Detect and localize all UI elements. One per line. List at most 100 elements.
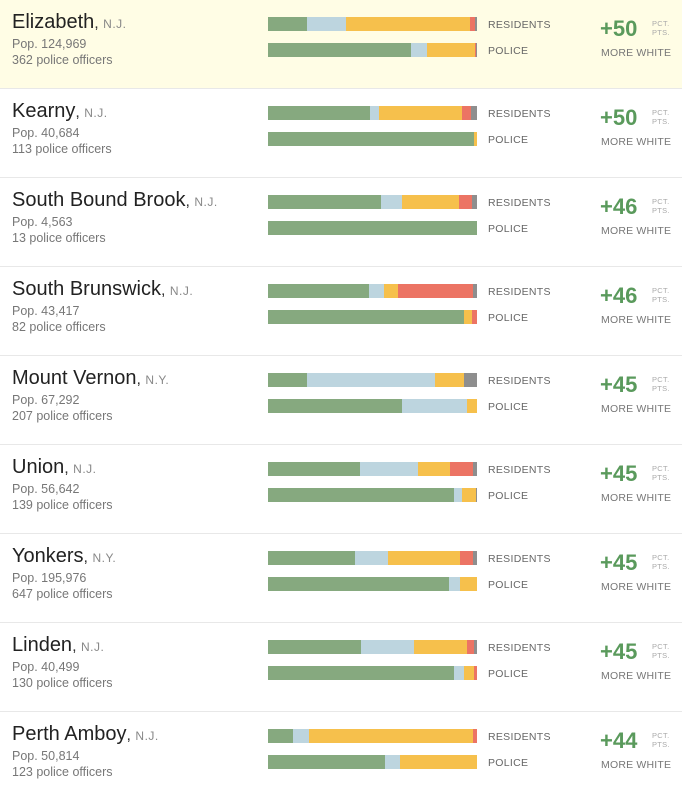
more-white-label: MORE WHITE (601, 136, 672, 148)
state-abbr: N.Y. (92, 551, 117, 565)
bar-segment-white (268, 17, 307, 31)
residents-bar (268, 284, 477, 298)
bar-segment-other (473, 640, 477, 654)
bar-segment-black (385, 755, 400, 769)
gap-value: +45 (600, 550, 638, 575)
bar-segment-black (411, 43, 427, 57)
police-bar (268, 310, 477, 324)
bar-segment-hispanic (462, 488, 476, 502)
pct-label: PCT. (652, 553, 670, 562)
more-white-label: MORE WHITE (601, 47, 672, 59)
bar-segment-asian (466, 640, 474, 654)
residents-bar (268, 462, 477, 476)
pct-label: PCT. (652, 731, 670, 740)
pts-label: PTS. (652, 295, 670, 304)
residents-label: RESIDENTS (488, 286, 551, 298)
state-abbr: N.J. (194, 195, 218, 209)
bar-segment-black (306, 17, 347, 31)
city-name: Union (12, 456, 65, 478)
city-row: Union, N.J. Pop. 56,642 139 police officer… (0, 445, 682, 534)
population-text: Pop. 4,563 (12, 215, 73, 229)
residents-bar (268, 640, 477, 654)
bar-segment-white (268, 43, 412, 57)
bar-segment-black (354, 551, 389, 565)
bar-segment-other (472, 462, 477, 476)
population-text: Pop. 40,499 (12, 660, 80, 674)
bar-segment-black (359, 462, 419, 476)
city-row: Elizabeth, N.J. Pop. 124,969 362 police of… (0, 0, 682, 89)
city-name: Kearny (12, 100, 76, 122)
city-name: Mount Vernon (12, 367, 137, 389)
more-white-label: MORE WHITE (601, 225, 672, 237)
bar-segment-hispanic (418, 462, 450, 476)
pct-pts-label: PCT. PTS. (652, 286, 670, 304)
residents-label: RESIDENTS (488, 553, 551, 565)
pct-label: PCT. (652, 464, 670, 473)
bar-segment-hispanic (383, 284, 398, 298)
bar-segment-black (370, 106, 379, 120)
bar-segment-black (454, 666, 465, 680)
police-label: POLICE (488, 134, 529, 146)
police-label: POLICE (488, 312, 529, 324)
gap-value: +45 (600, 372, 638, 397)
state-abbr: N.Y. (145, 373, 170, 387)
bar-segment-hispanic (466, 399, 477, 413)
police-bar (268, 399, 477, 413)
police-bar (268, 132, 477, 146)
bar-segment-other (464, 373, 477, 387)
residents-label: RESIDENTS (488, 19, 551, 31)
officer-count-text: 13 police officers (12, 231, 106, 245)
police-label: POLICE (488, 668, 529, 680)
police-label: POLICE (488, 757, 529, 769)
gap-value: +45 (600, 461, 638, 486)
pct-pts-label: PCT. PTS. (652, 108, 670, 126)
bar-segment-white (268, 373, 307, 387)
bar-segment-hispanic (414, 640, 467, 654)
bar-segment-hispanic (473, 132, 477, 146)
police-label: POLICE (488, 579, 529, 591)
more-white-label: MORE WHITE (601, 314, 672, 326)
city-heading: Mount Vernon, N.Y. (12, 367, 170, 389)
bar-segment-hispanic (399, 755, 477, 769)
bar-segment-white (268, 488, 454, 502)
pct-pts-label: PCT. PTS. (652, 19, 670, 37)
bar-segment-asian (449, 462, 473, 476)
bar-segment-black (361, 640, 415, 654)
bar-segment-white (268, 755, 386, 769)
residents-bar (268, 729, 477, 743)
bar-segment-other (475, 488, 477, 502)
bar-segment-black (380, 195, 402, 209)
city-row: South Brunswick, N.J. Pop. 43,417 82 polic… (0, 267, 682, 356)
city-heading: Union, N.J. (12, 456, 97, 478)
officer-count-text: 113 police officers (12, 142, 112, 156)
city-heading: Elizabeth, N.J. (12, 11, 127, 33)
city-heading: South Brunswick, N.J. (12, 278, 194, 300)
gap-value: +50 (600, 105, 638, 130)
state-abbr: N.J. (103, 17, 127, 31)
city-name: Linden (12, 634, 73, 656)
bar-segment-other (472, 284, 477, 298)
pct-pts-label: PCT. PTS. (652, 375, 670, 393)
bar-segment-hispanic (388, 551, 461, 565)
bar-segment-black (293, 729, 309, 743)
bar-segment-white (268, 577, 449, 591)
bar-segment-other (474, 17, 477, 31)
pct-label: PCT. (652, 197, 670, 206)
bar-segment-other (475, 43, 477, 57)
city-name: Elizabeth (12, 11, 95, 33)
gap-value: +45 (600, 639, 638, 664)
more-white-label: MORE WHITE (601, 403, 672, 415)
population-text: Pop. 56,642 (12, 482, 80, 496)
city-heading: South Bound Brook, N.J. (12, 189, 218, 211)
bar-segment-white (268, 551, 355, 565)
population-text: Pop. 43,417 (12, 304, 80, 318)
bar-segment-asian (460, 551, 473, 565)
state-abbr: N.J. (80, 640, 105, 654)
bar-segment-hispanic (378, 106, 463, 120)
residents-label: RESIDENTS (488, 197, 551, 209)
city-heading: Perth Amboy, N.J. (12, 723, 159, 745)
bar-segment-white (268, 310, 465, 324)
bar-segment-asian (459, 195, 472, 209)
pct-label: PCT. (652, 286, 670, 295)
police-bar (268, 221, 477, 235)
